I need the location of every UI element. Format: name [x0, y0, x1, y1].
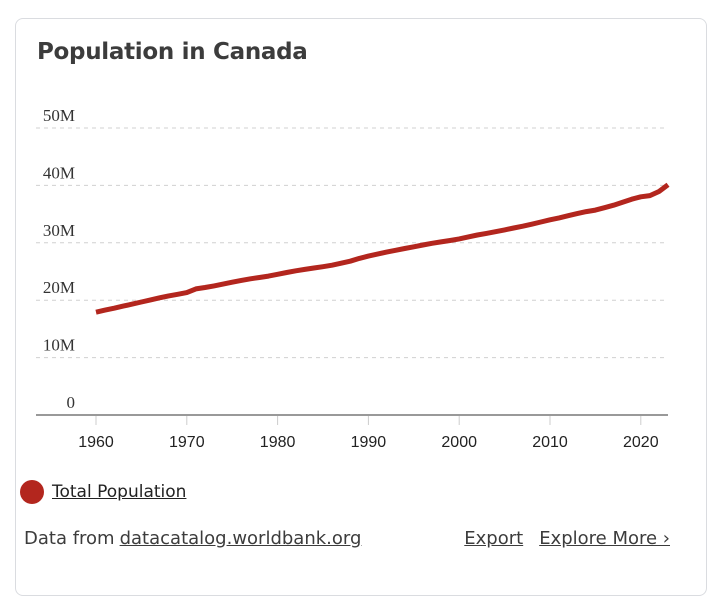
card-footer: Data from datacatalog.worldbank.org Expo…	[24, 528, 670, 549]
y-tick-label: 30M	[43, 221, 75, 240]
x-tick-label: 1980	[260, 434, 296, 451]
line-chart: 0 10M 20M 30M 40M 50M 1960 1970 1980 1990 2000 201…	[36, 106, 670, 451]
gridlines	[36, 127, 668, 359]
x-tick-label: 2020	[623, 434, 659, 451]
source-link[interactable]: datacatalog.worldbank.org	[119, 528, 362, 549]
legend-swatch-icon	[20, 480, 44, 504]
x-tick-label: 1990	[351, 434, 387, 451]
y-axis-ticks: 0 10M 20M 30M 40M 50M	[43, 106, 75, 412]
x-tick-label: 2000	[441, 434, 477, 451]
x-tick-label: 1960	[78, 434, 114, 451]
export-link[interactable]: Export	[464, 528, 524, 549]
legend: Total Population	[20, 480, 186, 504]
source-prefix: Data from	[24, 528, 115, 549]
x-axis: 1960 1970 1980 1990 2000 2010 2020	[36, 414, 668, 451]
y-tick-label: 10M	[43, 336, 75, 355]
y-tick-label: 20M	[43, 278, 75, 297]
series-layer	[95, 182, 670, 315]
x-tick-label: 2010	[532, 434, 568, 451]
legend-item-total-population[interactable]: Total Population	[52, 482, 187, 502]
series-line-total-population[interactable]	[95, 182, 670, 315]
y-tick-label: 50M	[43, 106, 75, 125]
x-tick-label: 1970	[169, 434, 205, 451]
chart-title: Population in Canada	[37, 39, 308, 65]
explore-more-link[interactable]: Explore More ›	[539, 528, 670, 549]
y-tick-label: 40M	[43, 163, 75, 182]
y-tick-label: 0	[67, 393, 76, 412]
